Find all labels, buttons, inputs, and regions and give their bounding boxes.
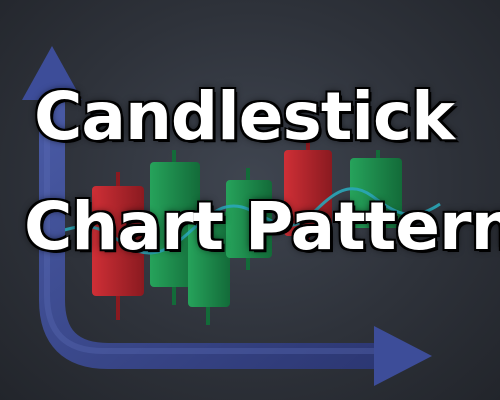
y-axis-arrowhead (22, 46, 82, 100)
bullish-candle (226, 180, 272, 258)
wave-line-icon (57, 187, 441, 255)
title-line-1: Candlestick (33, 78, 455, 155)
bullish-candle (150, 162, 200, 287)
bullish-candle (350, 158, 402, 228)
bearish-candle (284, 150, 332, 236)
title-line-2: Chart Patterns (24, 188, 500, 265)
x-axis-arrowhead (374, 326, 432, 386)
bullish-candle (188, 212, 230, 307)
axis-arrows-icon (22, 46, 432, 386)
